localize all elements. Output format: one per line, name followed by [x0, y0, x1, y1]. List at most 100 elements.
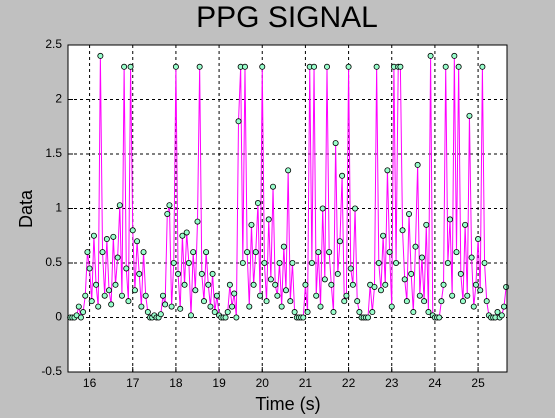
data-point: [503, 283, 510, 290]
axes-frame: [67, 44, 508, 373]
data-point: [421, 298, 428, 305]
data-point: [410, 309, 417, 316]
data-point: [114, 254, 121, 261]
data-point: [371, 283, 378, 290]
data-point: [179, 232, 186, 239]
y-tick-label: 2: [55, 92, 62, 106]
data-point: [330, 309, 337, 316]
data-point: [464, 292, 471, 299]
data-point: [231, 290, 238, 297]
data-point: [285, 167, 292, 174]
data-point: [142, 292, 149, 299]
data-point: [170, 259, 177, 266]
x-tick-label: 21: [299, 376, 313, 390]
data-point: [222, 314, 229, 321]
data-point: [345, 63, 352, 70]
data-point: [241, 63, 248, 70]
data-point: [328, 281, 335, 288]
data-point: [95, 303, 102, 310]
data-point: [175, 270, 182, 277]
data-point: [250, 281, 257, 288]
data-point: [110, 233, 117, 240]
data-point: [384, 167, 391, 174]
data-point: [272, 281, 279, 288]
data-point: [274, 292, 281, 299]
x-axis-label: Time (s): [255, 394, 320, 414]
data-point: [472, 281, 479, 288]
data-point: [263, 298, 270, 305]
data-point: [125, 298, 132, 305]
data-point: [246, 303, 253, 310]
data-point: [157, 311, 164, 318]
data-point: [423, 221, 430, 228]
data-point: [302, 281, 309, 288]
data-point: [278, 303, 285, 310]
data-point: [414, 161, 421, 168]
data-point: [164, 210, 171, 217]
data-point: [475, 236, 482, 243]
data-point: [129, 227, 136, 234]
data-point: [304, 309, 311, 316]
data-point: [196, 63, 203, 70]
data-point: [172, 63, 179, 70]
data-point: [354, 298, 361, 305]
data-point: [259, 63, 266, 70]
data-point: [224, 309, 231, 316]
x-tick-label: 19: [212, 376, 226, 390]
x-tick-label: 24: [428, 376, 442, 390]
data-point: [198, 270, 205, 277]
data-point: [252, 249, 259, 256]
data-point: [494, 309, 501, 316]
x-tick-label: 25: [471, 376, 485, 390]
data-point: [188, 312, 195, 319]
data-point: [397, 63, 404, 70]
data-point: [377, 287, 384, 294]
data-point: [159, 292, 166, 299]
data-point: [239, 259, 246, 266]
data-point: [347, 265, 354, 272]
data-point: [470, 303, 477, 310]
data-point: [194, 218, 201, 225]
data-point: [442, 63, 449, 70]
data-point: [388, 303, 395, 310]
data-point: [455, 63, 462, 70]
data-point: [451, 52, 458, 59]
data-point: [257, 292, 264, 299]
data-point: [349, 281, 356, 288]
data-point: [177, 305, 184, 312]
data-point: [166, 202, 173, 209]
data-point: [365, 314, 372, 321]
data-point: [291, 309, 298, 316]
x-tick-label: 23: [385, 376, 399, 390]
data-point: [321, 276, 328, 283]
data-point: [200, 298, 207, 305]
data-point: [226, 281, 233, 288]
data-point: [99, 249, 106, 256]
data-point: [185, 259, 192, 266]
data-point: [332, 140, 339, 147]
data-point: [466, 112, 473, 119]
data-point: [326, 249, 333, 256]
data-point: [106, 287, 113, 294]
data-point: [144, 309, 151, 316]
data-point: [90, 232, 97, 239]
data-point: [500, 303, 507, 310]
y-tick-label: 1.5: [45, 146, 62, 160]
data-point: [205, 281, 212, 288]
data-point: [209, 270, 216, 277]
data-point: [108, 301, 115, 308]
data-point: [88, 298, 95, 305]
data-point: [393, 259, 400, 266]
data-point: [192, 287, 199, 294]
data-point: [339, 172, 346, 179]
data-point: [207, 303, 214, 310]
data-point: [244, 249, 251, 256]
data-point: [313, 292, 320, 299]
data-point: [440, 281, 447, 288]
data-point: [93, 281, 100, 288]
y-tick-label: 2.5: [45, 37, 62, 51]
data-point: [86, 265, 93, 272]
data-point: [276, 259, 283, 266]
y-tick-label: 0.5: [45, 255, 62, 269]
data-point: [131, 287, 138, 294]
